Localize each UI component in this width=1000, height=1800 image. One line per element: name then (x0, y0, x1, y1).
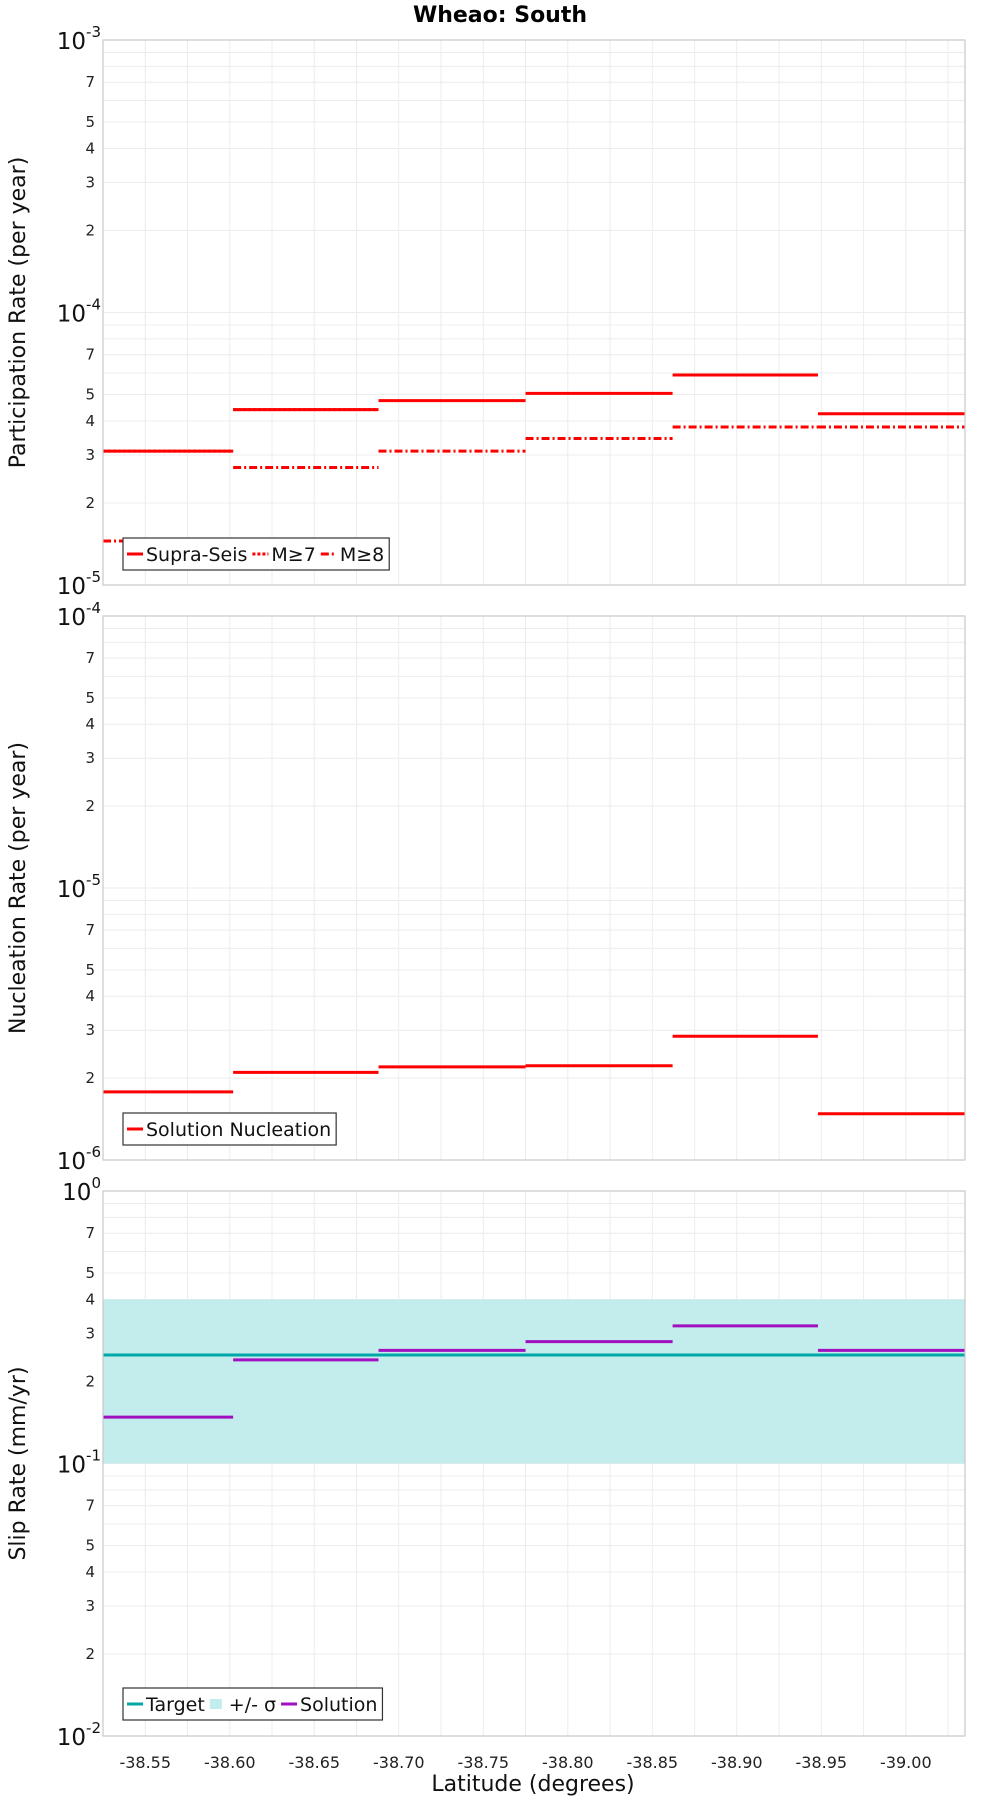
series-solution (103, 1324, 965, 1419)
y-tick-label-minor: 4 (85, 1290, 95, 1308)
legend-swatch (209, 1699, 222, 1709)
y-tick-label-decade: 10-4 (57, 296, 101, 328)
legend: Supra-Seis M≥7 M≥8 (122, 537, 390, 571)
y-tick-label-minor: 3 (85, 446, 95, 464)
legend-label: Supra-Seis (146, 544, 247, 566)
y-tick-label-minor: 5 (85, 1537, 95, 1555)
y-tick-label-minor: 7 (85, 649, 95, 667)
y-tick-label-minor: 3 (85, 1021, 95, 1039)
x-tick-labels: -38.55 -38.60 -38.65 -38.70 -38.75 -38.80 -38.… (119, 1753, 931, 1772)
y-tick-label-minor: 5 (85, 961, 95, 979)
y-tick-label-decade: 10-4 (57, 599, 101, 631)
y-tick-label-minor: 3 (85, 749, 95, 767)
y-tick-label-minor: 5 (85, 689, 95, 707)
plot-frame (102, 39, 966, 586)
panel-nucleation: 10-6 10-5 10-4 2 3 4 5 7 2 3 4 5 7 Nucleation Rate (p… (6, 599, 966, 1175)
y-tick-label-decade: 10-1 (57, 1447, 101, 1479)
y-tick-label-minor: 2 (85, 221, 95, 239)
x-axis-title: Latitude (degrees) (431, 1772, 634, 1797)
legend-box (122, 537, 390, 571)
y-tick-label-minor: 2 (85, 1645, 95, 1663)
panel-slip: 10-2 10-1 100 2 3 4 5 7 2 3 4 5 7 Slip Rate (mm/yr) Ta… (6, 1174, 966, 1772)
legend-label: M≥8 (340, 544, 384, 566)
y-tick-label-decade: 10-3 (57, 23, 101, 55)
grid (103, 615, 965, 1161)
legend-label: Target (145, 1694, 205, 1716)
legend-label: +/- σ (229, 1694, 276, 1716)
series-supra-seis (103, 373, 965, 453)
y-tick-label-minor: 4 (85, 1563, 95, 1581)
y-tick-label-decade: 10-5 (57, 871, 101, 903)
legend-label: Solution Nucleation (146, 1119, 331, 1141)
y-tick-label-minor: 4 (85, 139, 95, 157)
x-tick-label: -38.75 (458, 1753, 510, 1772)
legend-label: M≥7 (271, 544, 315, 566)
x-tick-label: -38.55 (119, 1753, 171, 1772)
x-tick-label: -38.95 (796, 1753, 848, 1772)
y-tick-label-minor: 3 (85, 1324, 95, 1342)
grid (103, 39, 965, 586)
y-tick-label-minor: 4 (85, 412, 95, 430)
y-tick-label-minor: 7 (85, 73, 95, 91)
y-tick-label-minor: 3 (85, 1597, 95, 1615)
x-tick-label: -38.80 (542, 1753, 594, 1772)
legend-box (122, 1687, 384, 1721)
legend: Solution Nucleation (122, 1112, 337, 1146)
x-tick-label: -38.85 (627, 1753, 679, 1772)
legend-label: Solution (300, 1694, 377, 1716)
y-tick-label-minor: 2 (85, 1372, 95, 1390)
x-tick-label: -39.00 (880, 1753, 932, 1772)
y-axis-title: Nucleation Rate (per year) (6, 742, 31, 1034)
x-tick-label: -38.70 (373, 1753, 425, 1772)
y-tick-labels: 10-6 10-5 10-4 2 3 4 5 7 2 3 4 5 7 (57, 599, 101, 1175)
y-tick-label-minor: 5 (85, 113, 95, 131)
legend-box (122, 1112, 337, 1146)
panel-participation: 10-5 10-4 10-3 2 3 4 5 7 2 3 4 5 7 Participation Rate… (6, 23, 966, 600)
y-tick-label-decade: 10-5 (57, 568, 101, 600)
y-tick-label-minor: 7 (85, 1497, 95, 1515)
chart-title: Wheao: South (413, 3, 587, 28)
y-tick-label-decade: 10-6 (57, 1143, 101, 1175)
x-tick-label: -38.65 (288, 1753, 340, 1772)
y-tick-label-decade: 10-2 (57, 1719, 101, 1751)
plot-frame (102, 1190, 966, 1737)
y-tick-labels: 10-2 10-1 100 2 3 4 5 7 2 3 4 5 7 (57, 1174, 101, 1751)
series-m-7 (103, 408, 379, 453)
y-tick-label-minor: 7 (85, 921, 95, 939)
y-tick-label-decade: 100 (62, 1174, 101, 1206)
series-solution-nucleation (103, 1034, 965, 1116)
sigma-band (103, 1299, 965, 1464)
y-tick-label-minor: 2 (85, 1069, 95, 1087)
y-tick-labels: 10-5 10-4 10-3 2 3 4 5 7 2 3 4 5 7 (57, 23, 101, 600)
y-axis-title: Slip Rate (mm/yr) (6, 1366, 31, 1560)
y-tick-label-minor: 2 (85, 797, 95, 815)
y-tick-label-minor: 7 (85, 346, 95, 364)
legend: Target +/- σ Solution (122, 1687, 384, 1721)
y-tick-label-minor: 2 (85, 494, 95, 512)
x-tick-label: -38.90 (711, 1753, 763, 1772)
y-tick-label-minor: 5 (85, 386, 95, 404)
plot-frame (102, 615, 966, 1161)
y-tick-label-minor: 7 (85, 1224, 95, 1242)
y-axis-title: Participation Rate (per year) (6, 157, 31, 469)
x-tick-label: -38.60 (204, 1753, 256, 1772)
y-tick-label-minor: 3 (85, 173, 95, 191)
y-tick-label-minor: 4 (85, 987, 95, 1005)
series-m-8 (103, 425, 965, 543)
y-tick-label-minor: 4 (85, 715, 95, 733)
y-tick-label-minor: 5 (85, 1264, 95, 1282)
